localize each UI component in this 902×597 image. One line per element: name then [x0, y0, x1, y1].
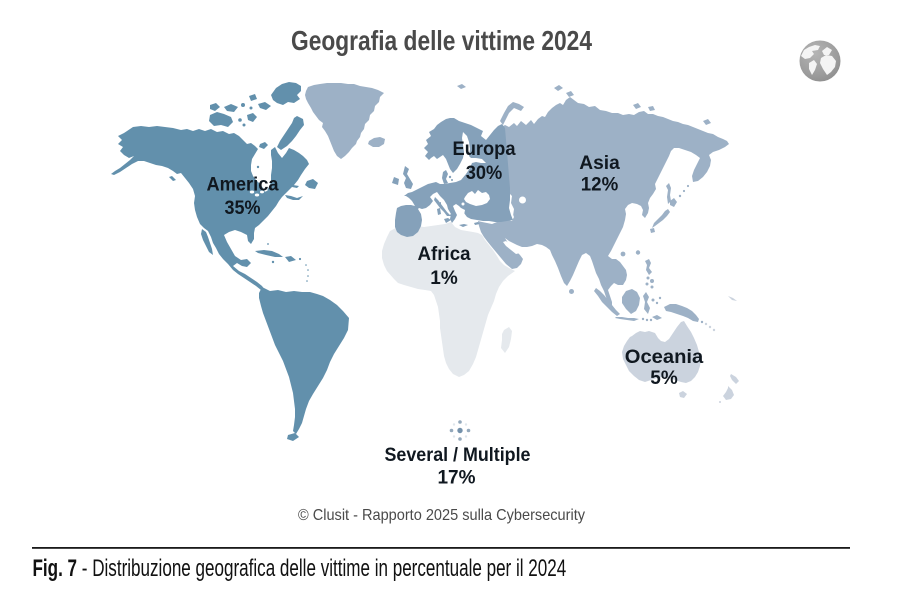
svg-text:Asia: Asia	[579, 153, 620, 174]
svg-text:© Clusit - Rapporto 2025 sulla: © Clusit - Rapporto 2025 sulla Cybersecu…	[298, 507, 585, 524]
svg-text:America: America	[207, 175, 279, 196]
svg-text:Fig. 7 - Distribuzione geograf: Fig. 7 - Distribuzione geografica delle …	[33, 555, 567, 582]
svg-text:Geografia delle vittime 2024: Geografia delle vittime 2024	[291, 25, 592, 56]
svg-text:Several / Multiple: Several / Multiple	[385, 445, 531, 466]
svg-text:12%: 12%	[581, 175, 619, 196]
svg-text:1%: 1%	[430, 268, 458, 289]
svg-text:Oceania: Oceania	[625, 347, 704, 368]
svg-text:5%: 5%	[650, 368, 678, 389]
svg-text:Africa: Africa	[418, 244, 471, 265]
svg-text:30%: 30%	[466, 163, 503, 184]
svg-text:Europa: Europa	[453, 139, 516, 160]
svg-text:17%: 17%	[438, 468, 476, 489]
svg-text:35%: 35%	[225, 198, 261, 219]
